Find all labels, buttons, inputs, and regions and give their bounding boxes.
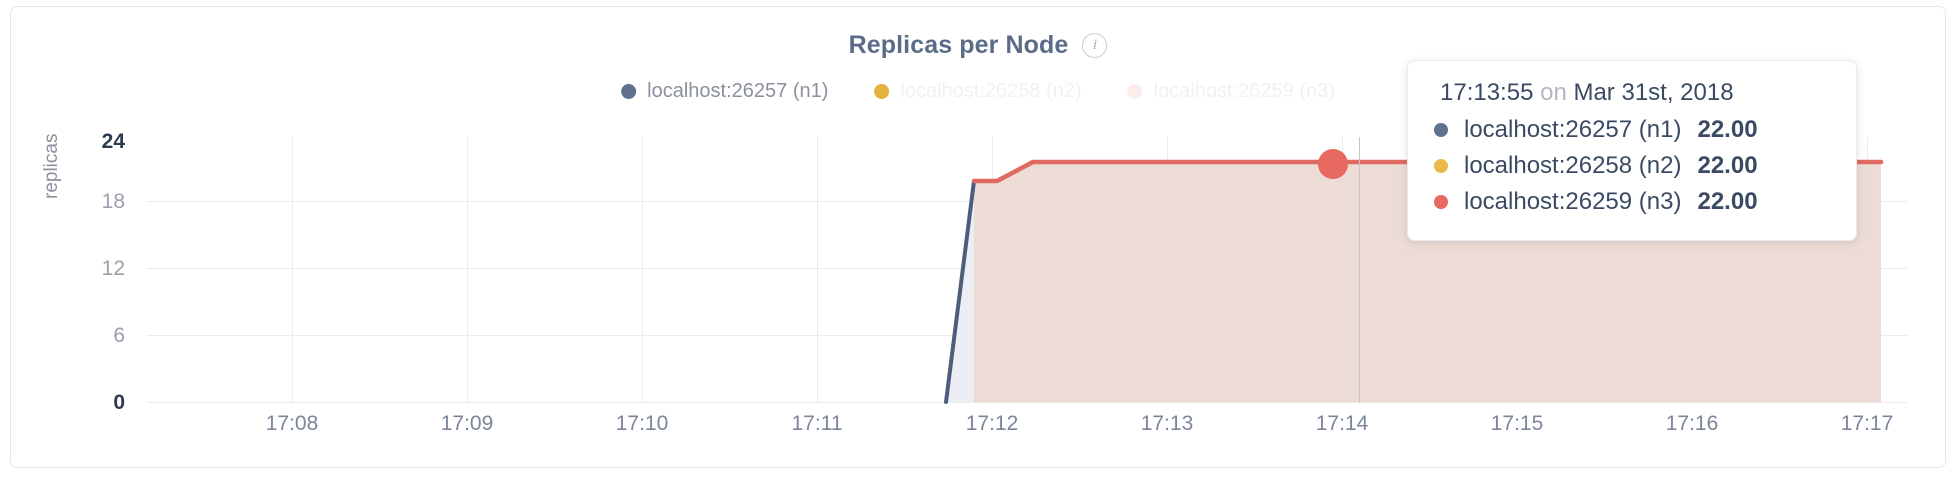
x-tick-1708: 17:08 (265, 412, 319, 435)
legend-item-label: localhost:26259 (n3) (1153, 80, 1335, 102)
y-tick-24: 24 (101, 130, 125, 153)
info-icon[interactable]: i (1082, 33, 1108, 58)
tooltip-row-label: localhost:26259 (n3) (1464, 188, 1682, 215)
hover-tooltip: 17:13:55 on Mar 31st, 2018 localhost:262… (1407, 60, 1857, 241)
page-title: Replicas per Node (848, 31, 1069, 59)
legend-dot-icon (1127, 84, 1143, 99)
series-dot-icon (1434, 195, 1448, 209)
x-tick-1714: 17:14 (1315, 412, 1369, 435)
tooltip-row: localhost:26257 (n1) 22.00 (1434, 112, 1830, 148)
tooltip-time: 17:13:55 (1440, 79, 1534, 106)
x-tick-1712: 17:12 (965, 412, 1019, 435)
replicas-per-node-card: Replicas per Node i replicas (10, 6, 1946, 468)
tooltip-header: 17:13:55 on Mar 31st, 2018 (1434, 79, 1830, 107)
gridline-v-1711 (817, 137, 818, 403)
legend-item-n2[interactable]: localhost:26258 (n2) (874, 80, 1082, 103)
legend-dot-icon (874, 84, 890, 99)
series-dot-icon (1434, 159, 1448, 173)
y-tick-6: 6 (113, 324, 125, 347)
series-line-n1 (944, 179, 976, 404)
legend-item-n3[interactable]: localhost:26259 (n3) (1127, 80, 1335, 103)
hover-guideline (1359, 137, 1360, 403)
x-tick-1709: 17:09 (440, 412, 494, 435)
tooltip-row-value: 22.00 (1697, 188, 1758, 215)
hover-point-n3 (1318, 149, 1348, 179)
y-tick-0: 0 (113, 391, 125, 414)
gridline-h-0 (147, 402, 1907, 403)
legend-item-label: localhost:26257 (n1) (647, 80, 829, 102)
x-tick-1715: 17:15 (1490, 412, 1544, 435)
card-header: Replicas per Node i (11, 31, 1945, 60)
tooltip-row-value: 22.00 (1697, 152, 1758, 179)
x-tick-1710: 17:10 (615, 412, 669, 435)
series-dot-icon (1434, 123, 1448, 137)
gridline-v-1709 (467, 137, 468, 403)
tooltip-row-label: localhost:26258 (n2) (1464, 152, 1682, 179)
chart-legend: localhost:26257 (n1) localhost:26258 (n2… (621, 80, 1335, 103)
hover-marker[interactable] (11, 7, 1947, 469)
tooltip-row: localhost:26258 (n2) 22.00 (1434, 148, 1830, 184)
tooltip-row-label: localhost:26257 (n1) (1464, 116, 1682, 143)
tooltip-row-value: 22.00 (1697, 116, 1758, 143)
tooltip-on-word: on (1540, 79, 1567, 106)
legend-item-n1[interactable]: localhost:26257 (n1) (621, 80, 828, 103)
gridline-v-1710 (642, 137, 643, 403)
x-tick-1711: 17:11 (791, 412, 843, 435)
x-tick-1713: 17:13 (1140, 412, 1194, 435)
x-tick-1716: 17:16 (1665, 412, 1719, 435)
x-tick-1717: 17:17 (1840, 412, 1894, 435)
y-tick-12: 12 (101, 257, 125, 280)
legend-item-label: localhost:26258 (n2) (900, 80, 1082, 102)
tooltip-date: Mar 31st, 2018 (1573, 79, 1734, 106)
y-tick-18: 18 (101, 190, 125, 213)
legend-dot-icon (621, 84, 637, 99)
gridline-v-1708 (292, 137, 293, 403)
tooltip-row: localhost:26259 (n3) 22.00 (1434, 184, 1830, 220)
